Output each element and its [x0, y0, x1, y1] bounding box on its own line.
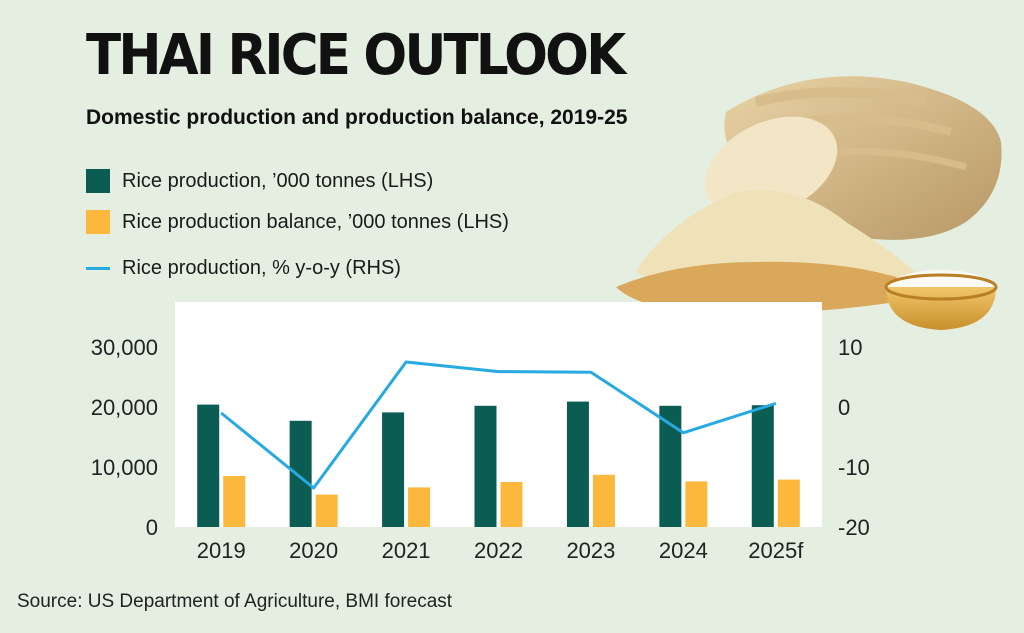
legend-item-production: Rice production, ’000 tonnes (LHS)	[86, 167, 433, 195]
right-tick-label: 10	[838, 335, 862, 360]
chart-title: THAI RICE OUTLOOK	[86, 23, 626, 88]
left-tick-label: 20,000	[91, 395, 158, 420]
legend-swatch-balance	[86, 210, 110, 234]
left-tick-label: 30,000	[91, 335, 158, 360]
x-tick-label: 2024	[659, 538, 708, 563]
legend-swatch-production	[86, 169, 110, 193]
legend-label-yoy: Rice production, % y-o-y (RHS)	[122, 256, 401, 279]
bar-balance-2023	[592, 474, 615, 527]
x-tick-label: 2021	[382, 538, 431, 563]
x-tick-label: 2022	[474, 538, 523, 563]
legend-label-balance: Rice production balance, ’000 tonnes (LH…	[122, 210, 509, 233]
right-tick-label: -10	[838, 455, 870, 480]
bar-balance-2019	[223, 476, 246, 527]
bars-layer	[197, 401, 800, 527]
right-tick-label: 0	[838, 395, 850, 420]
source-note: Source: US Department of Agriculture, BM…	[17, 591, 453, 612]
x-tick-label: 2020	[289, 538, 338, 563]
x-tick-label: 2025f	[748, 538, 804, 563]
chart-subtitle: Domestic production and production balan…	[86, 106, 628, 129]
x-tick-label: 2023	[566, 538, 615, 563]
bar-production-2019	[197, 404, 220, 527]
bar-production-2020	[289, 420, 312, 527]
plot-background	[175, 302, 822, 527]
bar-production-2024	[659, 405, 682, 527]
bar-production-2023	[566, 401, 589, 527]
axis-layer: 0 10,000 20,000 30,000 -20 -10 0 10 2019 2020 2021…	[91, 335, 870, 563]
left-tick-label: 10,000	[91, 455, 158, 480]
bar-balance-2024	[685, 481, 708, 527]
legend-item-balance: Rice production balance, ’000 tonnes (LH…	[86, 208, 509, 236]
bar-production-2025f	[751, 405, 774, 527]
left-tick-label: 0	[146, 515, 158, 540]
rice-sack-illustration	[616, 76, 1002, 330]
bar-production-2021	[382, 412, 405, 527]
right-tick-label: -20	[838, 515, 870, 540]
legend-label-production: Rice production, ’000 tonnes (LHS)	[122, 169, 434, 192]
x-tick-label: 2019	[197, 538, 246, 563]
bar-balance-2022	[500, 482, 523, 527]
line-layer	[220, 360, 777, 490]
bar-balance-2025f	[777, 479, 800, 527]
bar-balance-2021	[408, 487, 431, 527]
legend-swatch-yoy	[86, 266, 110, 270]
bar-balance-2020	[315, 494, 338, 527]
legend-item-yoy: Rice production, % y-o-y (RHS)	[86, 254, 401, 282]
bar-production-2022	[474, 405, 497, 527]
